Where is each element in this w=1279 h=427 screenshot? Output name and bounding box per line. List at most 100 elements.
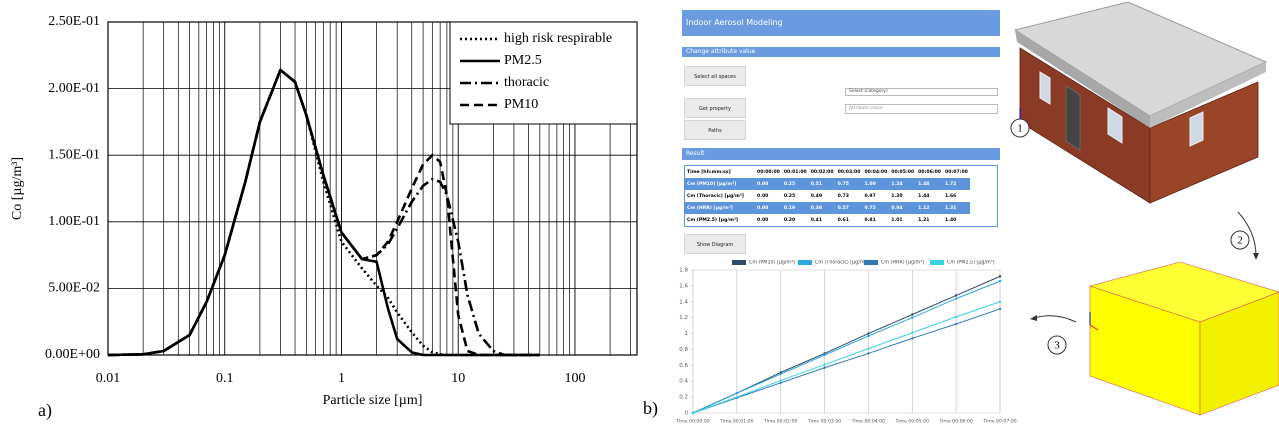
table-cell: 0.61 (836, 214, 863, 226)
y-tick-label: 5.00E-02 (48, 281, 100, 296)
app-window: Indoor Aerosol Modeling Change attribute… (680, 10, 1000, 260)
table-cell: 0.20 (782, 214, 809, 226)
point (692, 412, 694, 414)
step-label: 1 (1017, 123, 1023, 135)
table-cell: Cm (PM10) [µg/m³] (685, 178, 755, 190)
point (823, 363, 825, 365)
table-cell: 00:03:00 (836, 166, 863, 178)
figure-art: 1 2 3 a) b) 0.00E+005.00E-021.00E-011.50… (0, 0, 1279, 427)
point (867, 352, 869, 354)
point (911, 313, 913, 315)
text-input[interactable]: Attribute value (845, 104, 998, 114)
x-tick-label: 0.01 (96, 371, 121, 386)
table-row: Time [hh:mm:ss]00:00:0000:01:0000:02:000… (685, 166, 970, 178)
button[interactable]: Show Diagram (684, 234, 746, 254)
table-row: Cm (PM10) [µg/m³]0.000.250.510.751.001.2… (685, 178, 970, 190)
button[interactable]: Paths (684, 120, 746, 140)
table-cell: 1.24 (889, 178, 916, 190)
table-cell: 0.00 (755, 202, 782, 214)
panel-label: a) (38, 400, 52, 421)
y-tick-label: 0.2 (679, 395, 688, 401)
table-cell: 0.94 (889, 202, 916, 214)
point (911, 337, 913, 339)
table-cell: 0.25 (782, 190, 809, 202)
table-cell: 1.01 (889, 214, 916, 226)
step-label: 3 (1054, 340, 1060, 352)
y-tick-label: 1.00E-01 (48, 214, 100, 229)
table-cell: 1.20 (889, 190, 916, 202)
chart: 00.20.40.60.811.21.41.61.8Time 00:00:00T… (675, 259, 1016, 425)
y-tick-label: 0.8 (679, 347, 688, 353)
table-cell: 0.97 (862, 190, 889, 202)
table-cell: 0.73 (836, 190, 863, 202)
x-tick-label: Time 00:07:00 (982, 419, 1016, 425)
legend-label: PM10 (504, 97, 538, 112)
point (780, 382, 782, 384)
x-tick-label: Time 00:00:00 (675, 419, 709, 425)
table-cell: 0.51 (809, 178, 836, 190)
table-cell: 0.38 (809, 202, 836, 214)
x-tick-label: 0.1 (216, 371, 234, 386)
point (736, 396, 738, 398)
table-cell: 00:05:00 (889, 166, 916, 178)
table-cell: 1.44 (916, 190, 943, 202)
y-tick-label: 1.8 (679, 268, 688, 274)
figure: 1 2 3 a) b) 0.00E+005.00E-021.00E-011.50… (0, 0, 1279, 427)
point (999, 275, 1001, 277)
point (955, 297, 957, 299)
table-cell: 0.81 (862, 214, 889, 226)
table-cell: 1.12 (916, 202, 943, 214)
table-cell: 0.75 (862, 202, 889, 214)
x-tick-label: Time 00:02:00 (763, 419, 797, 425)
table-cell: 1.48 (916, 178, 943, 190)
table-cell: 00:07:00 (943, 166, 970, 178)
legend-label: high risk respirable (504, 31, 612, 46)
section-header: Result (682, 148, 1000, 160)
select[interactable]: Select (category) (845, 88, 998, 96)
table-cell: 1.00 (862, 178, 889, 190)
y-tick-label: 1.4 (679, 299, 688, 305)
table-cell: 0.25 (782, 178, 809, 190)
button[interactable]: Get property (684, 98, 746, 118)
table-cell: 1.31 (943, 202, 970, 214)
table-cell: 00:00:00 (755, 166, 782, 178)
point (867, 332, 869, 334)
y-axis-title: Co [µg/m³] (10, 157, 25, 220)
table-cell: 0.41 (809, 214, 836, 226)
legend-label: Cm (HRR) [µg/m³] (881, 260, 924, 266)
x-tick-label: Time 00:01:00 (719, 419, 753, 425)
y-tick-label: 0.6 (679, 363, 688, 369)
point (780, 373, 782, 375)
building-render (1015, 2, 1266, 203)
y-tick-label: 1 (685, 331, 689, 337)
table-cell: 0.00 (755, 178, 782, 190)
table-cell: Cm (HRR) [µg/m³] (685, 202, 755, 214)
table-cell: 00:02:00 (809, 166, 836, 178)
y-tick-label: 2.00E-01 (48, 81, 100, 96)
table-cell: 00:06:00 (916, 166, 943, 178)
point (867, 347, 869, 349)
point (736, 392, 738, 394)
table-cell: 0.19 (782, 202, 809, 214)
table-cell: 1.21 (916, 214, 943, 226)
table-cell: Time [hh:mm:ss] (685, 166, 755, 178)
x-tick-label: 1 (338, 371, 345, 386)
app-title: Indoor Aerosol Modeling (682, 10, 1000, 36)
table-cell: 0.49 (809, 190, 836, 202)
point (999, 280, 1001, 282)
x-axis-title: Particle size [µm] (323, 393, 423, 408)
table-cell: 0.75 (836, 178, 863, 190)
table-cell: 0.00 (755, 214, 782, 226)
point (955, 323, 957, 325)
y-tick-label: 1.2 (679, 315, 688, 321)
y-tick-label: 1.6 (679, 283, 688, 289)
step-label: 2 (1237, 235, 1243, 247)
point (911, 316, 913, 318)
button[interactable]: Select all spaces (684, 66, 746, 86)
x-tick-label: 10 (451, 371, 465, 386)
x-tick-label: 100 (564, 371, 585, 386)
y-tick-label: 0 (685, 411, 689, 417)
